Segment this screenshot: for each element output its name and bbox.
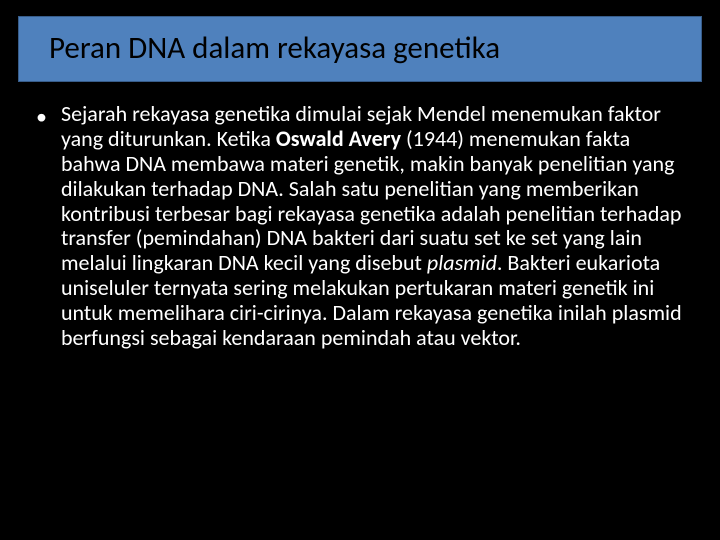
title-box: Peran DNA dalam rekayasa genetika (18, 16, 702, 82)
bullet-item: • Sejarah rekayasa genetika dimulai seja… (28, 102, 688, 351)
slide-title: Peran DNA dalam rekayasa genetika (49, 31, 679, 65)
body-text: Sejarah rekayasa genetika dimulai sejak … (61, 102, 688, 351)
slide: Peran DNA dalam rekayasa genetika • Seja… (0, 0, 720, 540)
body-area: • Sejarah rekayasa genetika dimulai seja… (18, 102, 702, 351)
bullet-marker: • (36, 104, 47, 129)
